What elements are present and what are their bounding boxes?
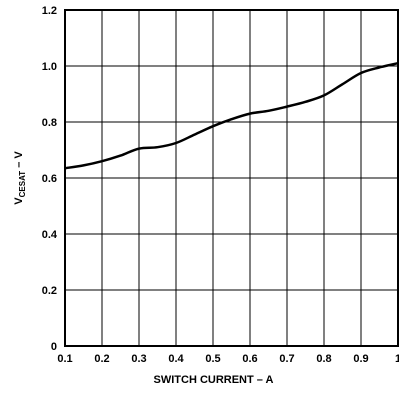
y-tick-label: 0.6: [42, 173, 57, 185]
x-tick-labels: 0.1 0.2 0.3 0.4 0.5 0.6 0.7 0.8 0.9 1: [57, 353, 399, 365]
y-tick-label: 0.2: [42, 285, 57, 297]
x-tick-label: 0.8: [316, 353, 331, 365]
x-tick-label: 0.1: [57, 353, 72, 365]
y-tick-label: 1.2: [42, 5, 57, 17]
x-axis-label: SWITCH CURRENT – A: [154, 374, 274, 386]
y-axis-label: VCESAT – V: [13, 151, 27, 205]
y-tick-label: 1.0: [42, 61, 57, 73]
y-axis-label-unit: – V: [13, 151, 25, 171]
y-tick-label: 0.8: [42, 117, 57, 129]
series-line: [64, 61, 399, 170]
y-tick-labels: 0 0.2 0.4 0.6 0.8 1.0 1.2: [42, 5, 58, 353]
y-tick-label: 0: [51, 341, 57, 353]
x-tick-label: 1: [395, 353, 399, 365]
x-tick-label: 0.9: [353, 353, 368, 365]
y-tick-label: 0.4: [42, 229, 58, 241]
y-axis-label-main: V: [13, 197, 25, 205]
x-tick-label: 0.4: [168, 353, 184, 365]
x-tick-label: 0.5: [205, 353, 220, 365]
data-series: [64, 61, 399, 170]
grid-lines: [64, 9, 399, 347]
x-tick-label: 0.6: [242, 353, 257, 365]
y-axis-label-subscript: CESAT: [18, 171, 27, 198]
plot-frame: [64, 9, 399, 347]
x-tick-label: 0.3: [131, 353, 146, 365]
x-tick-label: 0.7: [279, 353, 294, 365]
x-tick-label: 0.2: [94, 353, 109, 365]
